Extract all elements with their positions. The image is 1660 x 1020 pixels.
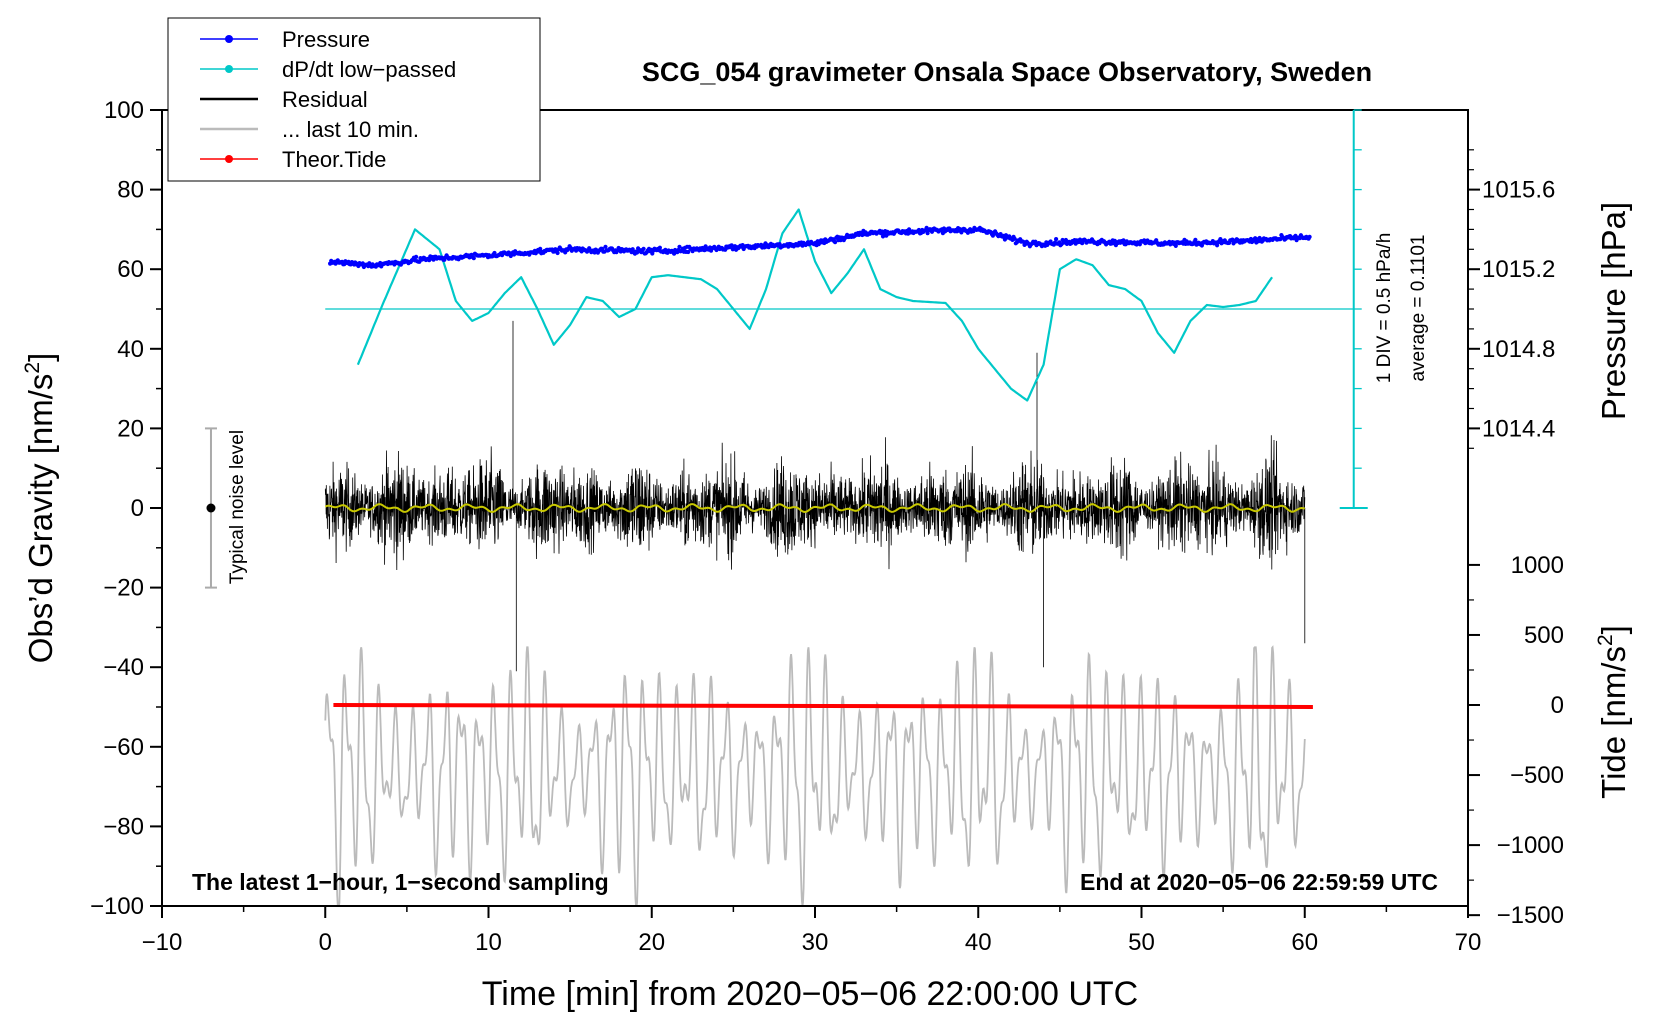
pressure-point [1173, 243, 1178, 248]
footer-left: The latest 1−hour, 1−second sampling [192, 869, 609, 895]
legend-marker [225, 65, 233, 73]
residual-smoothed-line [324, 503, 1305, 514]
y-tick-label: 40 [117, 336, 144, 363]
x-tick-label: 0 [319, 929, 332, 956]
y-tick-label: 20 [117, 415, 144, 442]
y-axis-label-gravity-end: ] [22, 353, 59, 362]
y-axis-gravity: −100 −80 −60 −40 −20 0 20 40 60 80 100 [90, 97, 162, 920]
tide-tick-label: 500 [1524, 622, 1564, 649]
legend-label: dP/dt low−passed [282, 57, 456, 82]
legend: Pressure dP/dt low−passed Residual ... last… [167, 17, 541, 182]
y-tick-label: −40 [103, 654, 144, 681]
legend-label: Residual [282, 87, 368, 112]
x-tick-label: 70 [1455, 929, 1482, 956]
tide-tick-label: 0 [1551, 692, 1564, 719]
x-tick-label: 40 [965, 929, 992, 956]
pressure-point [538, 246, 543, 251]
series-theor-tide [333, 703, 1313, 709]
residual-line [324, 320, 1306, 672]
x-tick-label: 10 [475, 929, 502, 956]
x-tick-label: 30 [802, 929, 829, 956]
series-pressure [328, 225, 1312, 270]
pressure-point [657, 245, 663, 250]
series-residual-smoothed [324, 503, 1305, 514]
legend-label: Theor.Tide [282, 147, 386, 172]
noise-level-label: Typical noise level [227, 430, 248, 584]
tide-tick-label: −1000 [1497, 832, 1564, 859]
pressure-point [686, 249, 691, 255]
x-tick-label: −10 [142, 929, 183, 956]
footer-right: End at 2020−05−06 22:59:59 UTC [1080, 869, 1438, 895]
pressure-point [1121, 238, 1126, 243]
last-10-min-line [324, 645, 1306, 907]
pressure-point [641, 246, 646, 251]
y-axis-label-pressure: Pressure [hPa] [1595, 202, 1632, 420]
y-axis-label-gravity-text: Obs’d Gravity [nm/s [22, 374, 59, 664]
pressure-point [1012, 236, 1017, 241]
pressure-point [833, 240, 838, 245]
legend-marker [225, 155, 233, 163]
legend-label: ... last 10 min. [282, 117, 419, 142]
y-tick-label: 100 [104, 97, 144, 124]
y-tick-label: −20 [103, 575, 144, 602]
tide-tick-label: −500 [1510, 762, 1564, 789]
pressure-point [471, 256, 476, 261]
dpdt-scale-note: 1 DIV = 0.5 hPa/h [1374, 233, 1395, 384]
x-axis-label: Time [min] from 2020−05−06 22:00:00 UTC [482, 975, 1138, 1013]
x-tick-label: 20 [638, 929, 665, 956]
pressure-point [1054, 237, 1059, 242]
dpdt-line [356, 208, 1274, 402]
y-tick-label: −60 [103, 734, 144, 761]
dpdt-average-note: average = 0.1101 [1408, 234, 1429, 381]
y-tick-label: 60 [117, 256, 144, 283]
pressure-tick-label: 1014.4 [1482, 415, 1555, 442]
legend-entries: Pressure dP/dt low−passed Residual ... last… [200, 27, 456, 172]
y-axis-label-tide: Tide [nm/s2] [1594, 625, 1632, 799]
pressure-point [1215, 243, 1220, 248]
pressure-point [729, 243, 734, 248]
y-tick-label: 80 [117, 177, 144, 204]
chart-title: SCG_054 gravimeter Onsala Space Observat… [642, 57, 1372, 87]
y-axis-label-gravity: Obs’d Gravity [nm/s2] [21, 353, 59, 664]
dpdt-scale-bar [325, 109, 1368, 509]
x-tick-label: 60 [1291, 929, 1318, 956]
series-dpdt [356, 208, 1274, 402]
x-tick-label: 50 [1128, 929, 1155, 956]
y-tick-label: 0 [131, 495, 144, 522]
pressure-point [1307, 234, 1312, 239]
y-axis-label-tide-end: ] [1595, 625, 1632, 634]
theor-tide-line [333, 703, 1313, 709]
legend-label: Pressure [282, 27, 370, 52]
pressure-point [555, 250, 560, 256]
y-axis-label-gravity-sup: 2 [21, 362, 44, 374]
pressure-point [414, 254, 419, 259]
noise-bar-dot [206, 503, 216, 513]
pressure-point [677, 244, 682, 249]
y-axis-pressure: 1014.4 1014.8 1015.2 1015.6 [1468, 149, 1555, 449]
series-last-10-min [324, 645, 1306, 907]
pressure-point [916, 227, 922, 233]
y-tick-label: −80 [103, 813, 144, 840]
pressure-point [1193, 237, 1198, 242]
y-axis-tide: −1500 −1000 −500 0 500 1000 [1468, 552, 1564, 929]
y-tick-label: −100 [90, 893, 144, 920]
pressure-tick-label: 1015.6 [1482, 177, 1555, 204]
y-axis-label-tide-text: Tide [nm/s [1595, 646, 1632, 799]
tide-tick-label: 1000 [1511, 552, 1564, 579]
pressure-tick-label: 1014.8 [1482, 336, 1555, 363]
legend-marker [225, 35, 233, 43]
pressure-point [603, 244, 608, 249]
pressure-tick-label: 1015.2 [1482, 256, 1555, 283]
y-axis-label-tide-sup: 2 [1594, 634, 1617, 646]
tide-tick-label: −1500 [1497, 902, 1564, 929]
series-residual [324, 320, 1306, 672]
noise-level-bar [204, 427, 217, 589]
